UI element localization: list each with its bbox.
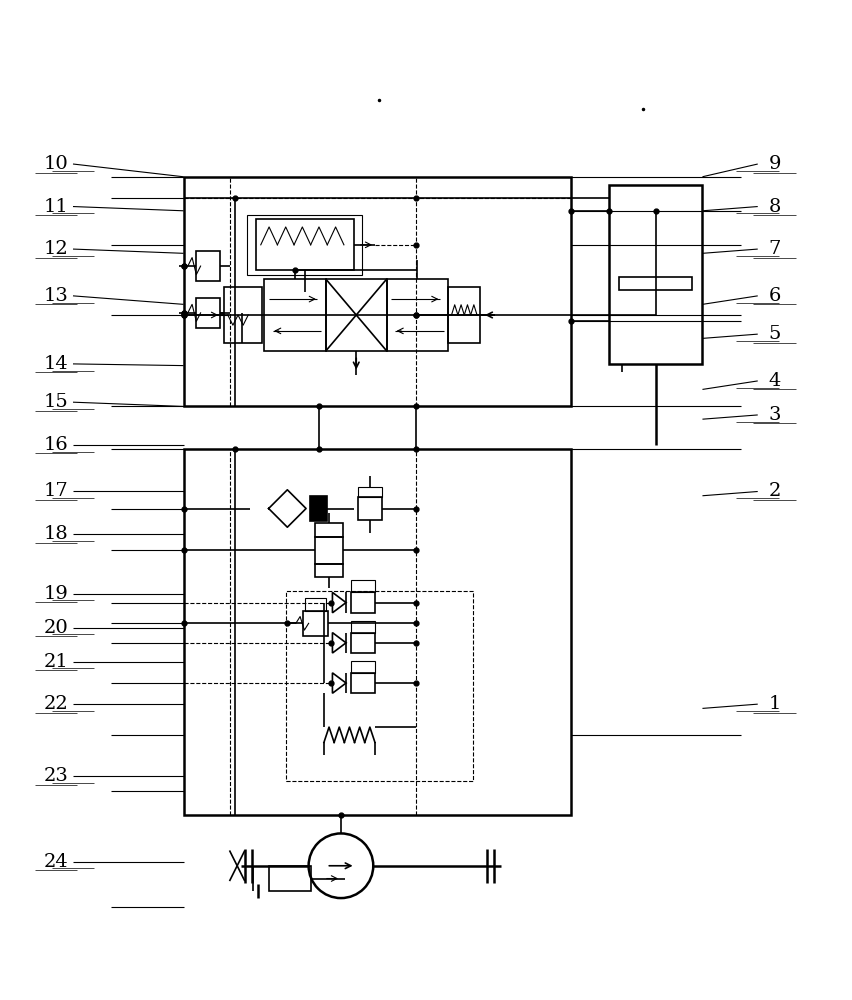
Bar (196, 298, 220, 328)
Bar (387, 279, 448, 351)
Text: 6: 6 (769, 287, 781, 305)
Text: 21: 21 (43, 653, 68, 671)
Bar (448, 287, 481, 343)
Bar (315, 523, 343, 537)
Text: 4: 4 (769, 372, 781, 390)
Text: 9: 9 (769, 155, 781, 173)
Text: 10: 10 (43, 155, 68, 173)
Bar (247, 215, 362, 275)
Bar (310, 496, 327, 521)
Text: 19: 19 (43, 585, 68, 603)
Text: 5: 5 (769, 325, 781, 343)
Text: 16: 16 (43, 436, 68, 454)
Bar (196, 251, 220, 281)
Bar (315, 537, 343, 564)
Bar (351, 592, 375, 613)
Text: 12: 12 (43, 240, 68, 258)
Text: 3: 3 (769, 406, 781, 424)
Bar (305, 598, 325, 611)
Text: 24: 24 (43, 853, 68, 871)
Text: 22: 22 (43, 695, 68, 713)
Bar (223, 287, 262, 343)
Bar (619, 277, 692, 290)
Bar (609, 185, 702, 364)
Text: 23: 23 (43, 767, 68, 785)
Bar (256, 219, 354, 270)
Bar (358, 497, 382, 520)
Text: 18: 18 (43, 525, 68, 543)
Text: 8: 8 (769, 198, 781, 216)
Bar (268, 866, 311, 891)
Bar (264, 279, 325, 351)
Text: 11: 11 (43, 198, 68, 216)
Text: 15: 15 (43, 393, 68, 411)
Bar (183, 177, 571, 406)
Text: 13: 13 (43, 287, 68, 305)
Bar (351, 621, 375, 633)
Text: 14: 14 (43, 355, 68, 373)
Bar (351, 580, 375, 592)
Text: 1: 1 (769, 695, 781, 713)
Bar (351, 673, 375, 693)
Bar (325, 279, 387, 351)
Bar (315, 564, 343, 577)
Text: 2: 2 (769, 482, 781, 500)
Bar (358, 487, 382, 497)
Polygon shape (332, 673, 346, 693)
Text: 20: 20 (43, 619, 68, 637)
Bar (302, 611, 328, 636)
Polygon shape (332, 633, 346, 653)
Bar (183, 449, 571, 815)
Text: 7: 7 (769, 240, 781, 258)
Text: 17: 17 (43, 482, 68, 500)
Bar (351, 661, 375, 673)
Bar (285, 591, 473, 781)
Polygon shape (332, 592, 346, 613)
Bar (351, 633, 375, 653)
